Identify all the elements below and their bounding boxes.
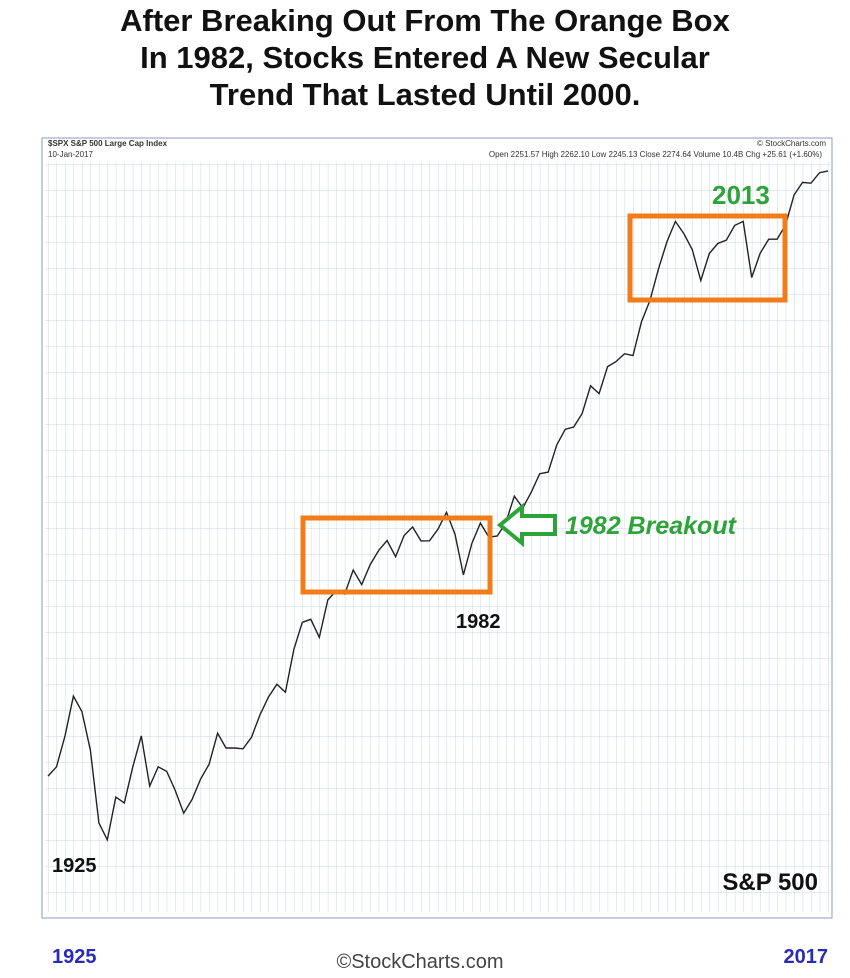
box-1964-1982 [300,515,493,595]
chart-title: After Breaking Out From The Orange Box In… [0,2,850,113]
header-date: 10-Jan-2017 [48,150,93,159]
header-credit: © StockCharts.com [757,139,826,148]
header-symbol: $SPX S&P 500 Large Cap Index [48,139,168,148]
breakout-label: 1982 Breakout [565,512,738,540]
index-label: S&P 500 [722,869,818,896]
header-stats: Open 2251.57 High 2262.10 Low 2245.13 Cl… [489,150,822,159]
title-line: Trend That Lasted Until 2000. [209,77,641,112]
footer-credit: ©StockCharts.com [336,951,503,973]
title-line: In 1982, Stocks Entered A New Secular [140,40,710,75]
box2-label: 2013 [712,180,770,210]
breakout-arrow [496,502,557,548]
box-2000-2013 [627,213,788,303]
title-line: After Breaking Out From The Orange Box [120,3,730,38]
grid-horizontal [45,162,830,912]
start-label: 1925 [52,855,97,877]
price-line [47,170,829,843]
footer-right: 2017 [784,946,829,968]
box1-label: 1982 [456,611,501,633]
footer-left: 1925 [52,946,97,968]
